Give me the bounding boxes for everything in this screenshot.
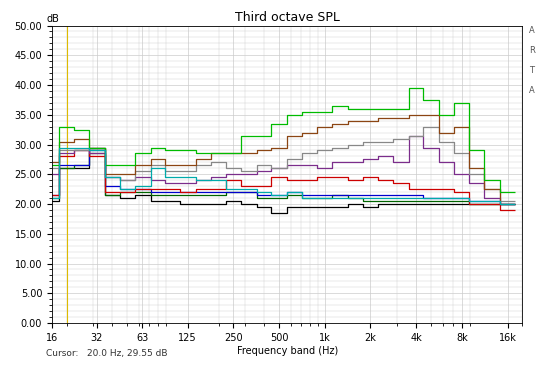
Title: Third octave SPL: Third octave SPL <box>235 11 340 24</box>
Text: R: R <box>529 46 535 55</box>
Text: Cursor:   20.0 Hz, 29.55 dB: Cursor: 20.0 Hz, 29.55 dB <box>46 349 168 358</box>
Text: dB: dB <box>46 14 60 24</box>
X-axis label: Frequency band (Hz): Frequency band (Hz) <box>236 346 338 356</box>
Text: A: A <box>529 26 535 35</box>
Text: A: A <box>529 86 535 95</box>
Text: T: T <box>529 66 534 75</box>
